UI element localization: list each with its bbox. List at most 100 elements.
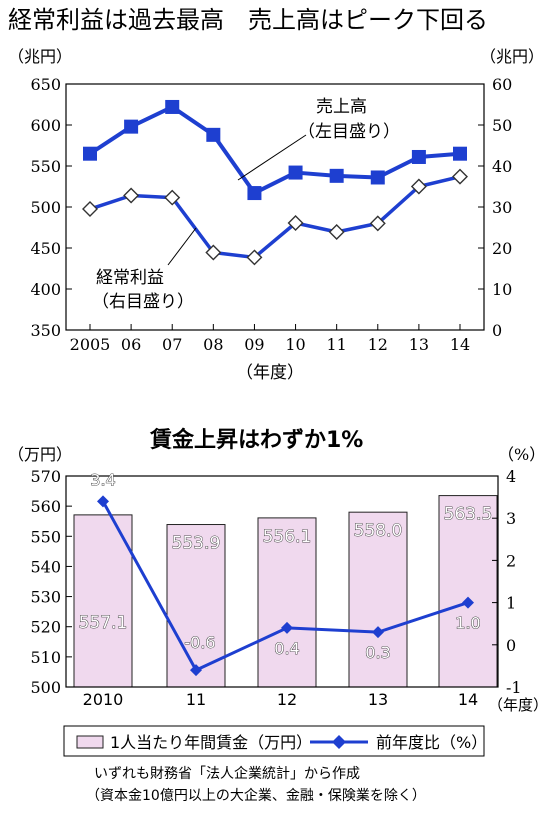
- chart2-left-unit: （万円）: [8, 445, 72, 464]
- chart1-title: 経常利益は過去最高 売上高はピーク下回る: [8, 6, 488, 34]
- legend-line-marker: [332, 735, 346, 749]
- sales-point: [288, 165, 303, 180]
- chart1-y-right-ticks: 60 50 40 30 20 10 0: [478, 75, 512, 340]
- y-left-tick-label: 450: [30, 239, 61, 258]
- chart1-sales-callout: 売上高 （左目盛り）: [237, 97, 400, 181]
- y-left-tick-label: 600: [30, 116, 61, 135]
- sales-point: [411, 149, 426, 164]
- profit-point: [82, 201, 98, 218]
- profit-label: 経常利益: [96, 268, 164, 288]
- y-right-tick-label: 3: [506, 509, 516, 528]
- chart1-x-label: （年度）: [236, 363, 304, 383]
- sales-line: [88, 104, 461, 196]
- wage-bar: [438, 495, 498, 688]
- source-note-line1: いずれも財務省「法人企業統計」から作成: [94, 765, 360, 782]
- chart1-y-left-ticks: 650 600 550 500 450 400 350: [30, 75, 72, 340]
- x-tick-label: 07: [162, 335, 182, 354]
- wage-bar-label: 553.9: [172, 534, 221, 554]
- chart1-series-lines: [88, 104, 461, 260]
- x-tick-label: 13: [409, 335, 429, 354]
- chart2-y-left-ticks: 570 560 550 540 530 520 510 500: [30, 467, 72, 697]
- y-right-tick-label: 20: [492, 239, 512, 258]
- sales-point: [370, 170, 385, 185]
- profit-leader-line: [167, 227, 197, 266]
- sales-axis-note: （左目盛り）: [298, 122, 400, 142]
- legend-line-label: 前年度比（%）: [376, 733, 487, 752]
- y-right-tick-label: 10: [492, 280, 512, 299]
- chart1: 経常利益は過去最高 売上高はピーク下回る （兆円） （兆円） 650600550…: [8, 6, 544, 383]
- x-tick-label: 08: [203, 335, 223, 354]
- sales-point: [329, 168, 344, 183]
- profit-point: [410, 178, 427, 195]
- x-tick-label: 14: [458, 690, 478, 709]
- x-tick-label: 06: [121, 335, 141, 354]
- chart2-y-right-ticks: 4 3 2 1 0 -1: [492, 467, 522, 697]
- wage-bar: [348, 511, 408, 688]
- change-point: [97, 495, 109, 508]
- chart2-bar-value-labels: 557.1 553.9 556.1 558.0 563.5: [78, 504, 492, 633]
- change-point: [281, 621, 293, 634]
- sales-point: [165, 99, 180, 114]
- legend-bar-label: 1人当たり年間賃金（万円）: [110, 733, 312, 752]
- x-tick-label: 12: [277, 690, 297, 709]
- y-left-tick-label: 530: [30, 588, 61, 607]
- chart1-right-unit: （兆円）: [480, 47, 544, 66]
- y-right-tick-label: 60: [492, 75, 512, 94]
- y-left-tick-label: 560: [30, 497, 61, 516]
- chart1-profit-callout: 経常利益 （右目盛り）: [92, 227, 197, 312]
- y-left-tick-label: 500: [30, 198, 61, 217]
- profit-axis-note: （右目盛り）: [92, 292, 194, 312]
- change-value-label: 0.3: [365, 643, 390, 662]
- y-right-tick-label: 40: [492, 157, 512, 176]
- y-left-tick-label: 540: [30, 557, 61, 576]
- chart2-legend: 1人当たり年間賃金（万円） 前年度比（%）: [63, 725, 487, 757]
- y-left-tick-label: 650: [30, 75, 61, 94]
- legend-bar-swatch: [76, 735, 104, 749]
- y-left-tick-label: 350: [30, 321, 61, 340]
- sales-point: [124, 119, 139, 134]
- x-tick-label: 11: [326, 335, 346, 354]
- chart1-markers: [82, 99, 468, 266]
- change-point: [462, 596, 474, 609]
- x-tick-label: 2010: [83, 690, 124, 709]
- profit-point: [369, 215, 386, 232]
- sales-label: 売上高: [316, 97, 367, 117]
- chart1-left-unit: （兆円）: [8, 47, 72, 66]
- profit-line: [89, 174, 461, 260]
- y-left-tick-label: 570: [30, 467, 61, 486]
- chart2-change-value-labels: 3.4 -0.6 0.4 0.3 1.0: [90, 470, 481, 663]
- change-value-label: -0.6: [184, 633, 215, 652]
- y-right-tick-label: 30: [492, 198, 512, 217]
- y-right-tick-label: 2: [506, 551, 516, 570]
- y-right-tick-label: 1: [506, 594, 516, 613]
- sales-point: [247, 186, 262, 201]
- profit-point: [123, 187, 140, 204]
- chart2-x-label: （年度）: [488, 696, 548, 714]
- x-tick-label: 09: [244, 335, 264, 354]
- wage-bar-label: 556.1: [263, 527, 312, 547]
- chart1-x-ticks: 2005 06 07 08 09 10 11 12 13 14: [70, 324, 470, 354]
- y-left-tick-label: 510: [30, 648, 61, 667]
- change-value-label: 3.4: [90, 470, 115, 489]
- change-point: [372, 626, 384, 639]
- wage-bar: [257, 517, 317, 688]
- wage-bar: [73, 514, 133, 688]
- y-right-tick-label: 0: [506, 636, 516, 655]
- chart2-title: 賃金上昇はわずか1%: [149, 427, 363, 453]
- x-tick-label: 2005: [70, 335, 111, 354]
- change-point: [190, 664, 202, 677]
- y-right-tick-label: 50: [492, 116, 512, 135]
- x-tick-label: 11: [186, 690, 206, 709]
- sales-point: [83, 146, 97, 161]
- x-tick-label: 12: [368, 335, 388, 354]
- x-tick-label: 14: [450, 335, 470, 354]
- y-right-tick-label: -1: [506, 678, 522, 697]
- y-left-tick-label: 550: [30, 527, 61, 546]
- profit-point: [205, 244, 222, 261]
- chart2-x-ticks: 2010 11 12 13 14: [83, 690, 479, 709]
- source-note-line2: （資本金10億円以上の大企業、金融・保険業を除く）: [86, 787, 426, 804]
- sales-point: [206, 127, 221, 142]
- profit-point: [287, 215, 304, 231]
- y-right-tick-label: 0: [492, 321, 502, 340]
